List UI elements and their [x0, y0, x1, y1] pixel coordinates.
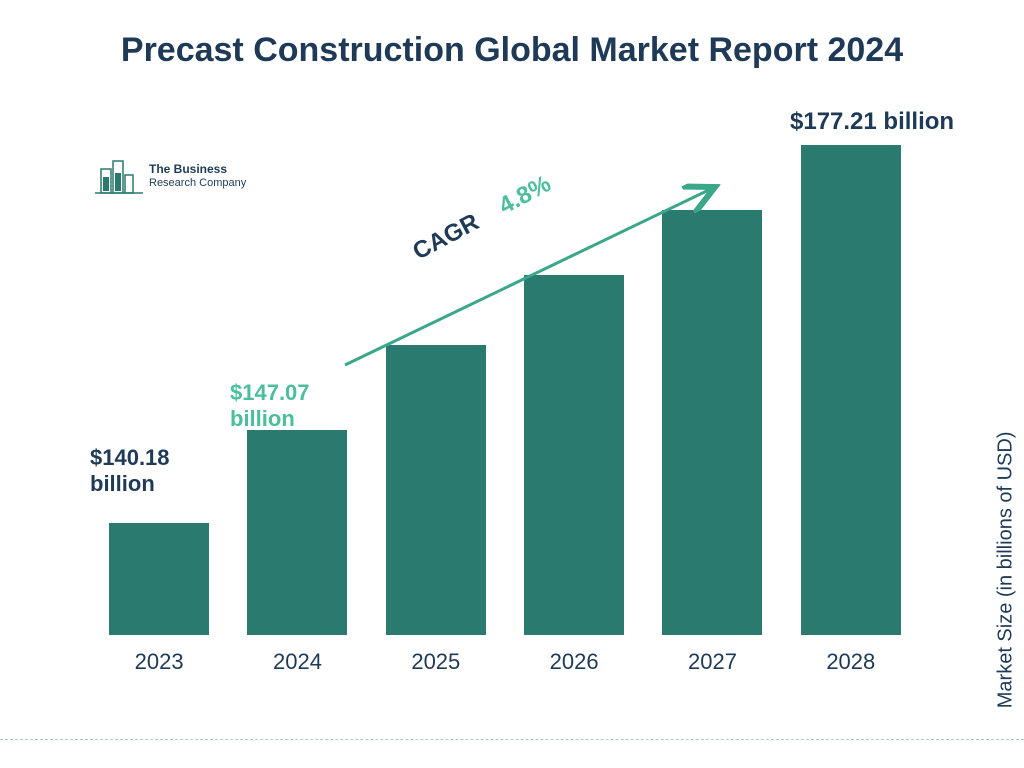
- value-label-2023: $140.18 billion: [90, 445, 170, 498]
- x-label: 2026: [524, 649, 624, 675]
- bar-2024: [247, 430, 347, 635]
- value-label-2024: $147.07 billion: [230, 380, 310, 433]
- value-unit: billion: [90, 471, 170, 497]
- chart-title: Precast Construction Global Market Repor…: [0, 28, 1024, 72]
- bar: [109, 523, 209, 635]
- value-unit: billion: [230, 406, 310, 432]
- y-axis-label: Market Size (in billions of USD): [995, 432, 1018, 709]
- value-label-2028: $177.21 billion: [790, 108, 954, 137]
- value-amount: $140.18: [90, 445, 170, 471]
- bar-2025: [386, 345, 486, 635]
- value-amount: $147.07: [230, 380, 310, 406]
- bar-2027: [662, 210, 762, 635]
- x-label: 2027: [662, 649, 762, 675]
- bottom-divider: [0, 739, 1024, 740]
- x-axis-labels: 2023 2024 2025 2026 2027 2028: [80, 649, 930, 675]
- x-label: 2025: [386, 649, 486, 675]
- bar: [386, 345, 486, 635]
- bar: [662, 210, 762, 635]
- bar: [524, 275, 624, 635]
- bar-2023: [109, 523, 209, 635]
- x-label: 2024: [247, 649, 347, 675]
- x-label: 2028: [801, 649, 901, 675]
- bar: [247, 430, 347, 635]
- bar-2026: [524, 275, 624, 635]
- bar-2028: [801, 145, 901, 635]
- bar: [801, 145, 901, 635]
- x-label: 2023: [109, 649, 209, 675]
